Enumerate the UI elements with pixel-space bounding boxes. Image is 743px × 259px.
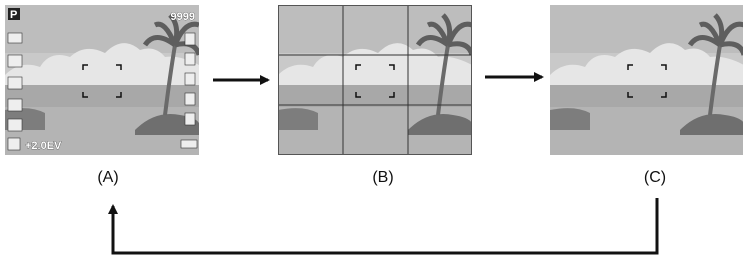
panel-a: P 9999 +2.0EV	[5, 5, 199, 155]
panel-b	[278, 5, 472, 155]
ev-value: +2.0EV	[25, 140, 62, 152]
mode-icon: P	[10, 9, 17, 21]
shots-remaining: 9999	[171, 11, 195, 23]
panel-c	[550, 5, 743, 155]
panel-label: (B)	[372, 169, 393, 186]
panel-label: (C)	[644, 169, 666, 186]
diagram: P 9999 +2.0EV (A) (B) (C)	[0, 0, 743, 259]
panel-label: (A)	[97, 169, 118, 186]
